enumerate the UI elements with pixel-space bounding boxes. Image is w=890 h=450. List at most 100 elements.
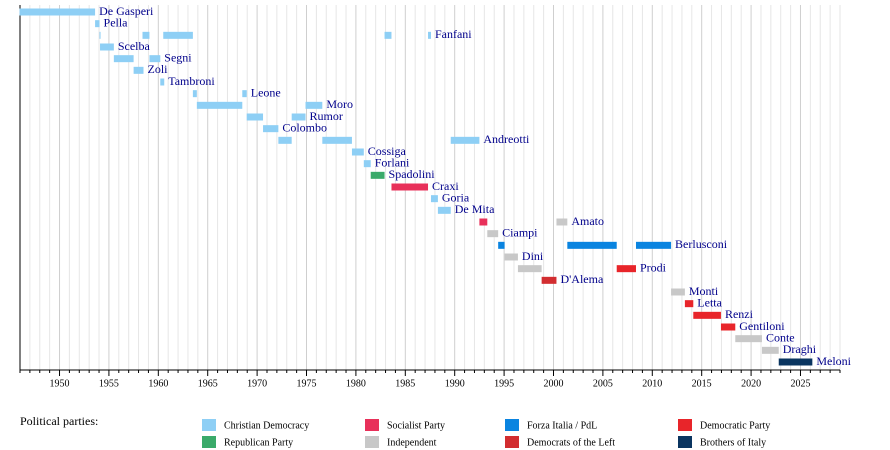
term-bar	[305, 101, 323, 109]
pm-label: Berlusconi	[675, 237, 728, 251]
x-tick-label: 1960	[148, 378, 168, 389]
term-bar	[778, 358, 813, 366]
term-bar	[498, 241, 505, 249]
legend-label: Democratic Party	[700, 420, 770, 431]
x-tick-label: 1985	[395, 378, 415, 389]
pm-label: Monti	[689, 284, 719, 298]
x-tick-label: 2025	[790, 378, 810, 389]
pm-label: Ciampi	[502, 225, 538, 239]
legend-title: Political parties:	[20, 414, 98, 428]
pm-label: Rumor	[310, 109, 343, 123]
pm-label: Moro	[326, 97, 353, 111]
term-bar	[291, 113, 306, 121]
pm-label: Goria	[442, 190, 470, 204]
pm-label: Tambroni	[168, 74, 215, 88]
pm-label: Andreotti	[483, 132, 530, 146]
pm-label: Craxi	[432, 179, 459, 193]
term-bar	[163, 31, 193, 39]
pm-label: Dini	[522, 249, 544, 263]
x-tick-label: 2010	[642, 378, 662, 389]
term-bar	[450, 136, 480, 144]
pm-label: Zoli	[147, 62, 168, 76]
pm-label: Leone	[251, 85, 281, 99]
pm-label: D'Alema	[560, 272, 603, 286]
term-bar	[351, 148, 364, 156]
term-bar	[160, 78, 165, 86]
term-bar	[437, 206, 451, 214]
x-tick-label: 1950	[50, 378, 70, 389]
pm-label: Cossiga	[368, 144, 407, 158]
term-bar	[133, 66, 144, 74]
legend-swatch	[505, 419, 519, 431]
x-tick-label: 2015	[692, 378, 712, 389]
x-tick-label: 1965	[198, 378, 218, 389]
legend-label: Brothers of Italy	[700, 437, 766, 448]
term-bar	[671, 288, 685, 296]
pm-label: Meloni	[816, 354, 851, 368]
term-bar	[113, 55, 134, 63]
pm-label: Letta	[697, 295, 722, 309]
term-bar	[487, 230, 499, 238]
pm-label: Colombo	[282, 120, 327, 134]
x-tick-label: 2000	[543, 378, 563, 389]
pm-label: Renzi	[725, 307, 754, 321]
term-bar	[192, 90, 197, 98]
term-bar	[242, 90, 247, 98]
x-tick-label: 1990	[445, 378, 465, 389]
term-bar	[567, 241, 617, 249]
term-bar	[363, 160, 371, 168]
legend-label: Forza Italia / PdL	[527, 420, 597, 431]
term-bar	[322, 136, 352, 144]
term-bar	[246, 113, 264, 121]
x-tick-label: 1995	[494, 378, 514, 389]
pm-label: Spadolini	[389, 167, 436, 181]
x-tick-label: 2005	[593, 378, 613, 389]
legend-swatch	[365, 419, 379, 431]
term-bar	[693, 311, 721, 319]
term-bar	[100, 43, 114, 51]
pm-label: Segni	[164, 50, 192, 64]
term-bar	[430, 195, 438, 203]
term-bar	[720, 323, 736, 331]
legend-label: Republican Party	[224, 437, 293, 448]
term-bar	[149, 55, 161, 63]
x-tick-label: 2020	[741, 378, 761, 389]
term-bar	[19, 8, 96, 16]
term-bar	[479, 218, 488, 226]
x-tick-label: 1975	[297, 378, 317, 389]
term-bar	[684, 300, 694, 308]
term-bar	[517, 265, 542, 273]
pm-label: Gentiloni	[739, 319, 785, 333]
x-tick-label: 1955	[99, 378, 119, 389]
x-tick-label: 1970	[247, 378, 267, 389]
pm-label: Pella	[104, 15, 129, 29]
legend-label: Independent	[387, 437, 437, 448]
legend-swatch	[202, 419, 216, 431]
legend-swatch	[505, 436, 519, 448]
term-bar	[391, 183, 429, 191]
pm-label: Amato	[571, 214, 604, 228]
term-bar	[556, 218, 568, 226]
term-bar	[384, 31, 392, 39]
pm-label: Prodi	[640, 260, 667, 274]
pm-label: De Mita	[455, 202, 495, 216]
pm-label: De Gasperi	[99, 4, 154, 18]
legend-swatch	[678, 419, 692, 431]
term-bar	[541, 276, 557, 284]
term-bar	[278, 136, 292, 144]
pm-label: Fanfani	[435, 27, 472, 41]
x-tick-label: 1980	[346, 378, 366, 389]
term-bar	[95, 20, 100, 28]
term-bar	[761, 346, 779, 354]
term-bar	[504, 253, 518, 261]
legend-swatch	[678, 436, 692, 448]
legend-label: Socialist Party	[387, 420, 445, 431]
term-bar	[99, 31, 101, 39]
legend-swatch	[202, 436, 216, 448]
term-bar	[370, 171, 385, 179]
pm-label: Scelba	[118, 39, 151, 53]
legend-label: Christian Democracy	[224, 420, 309, 431]
pm-label: Draghi	[783, 342, 817, 356]
pm-label: Conte	[766, 330, 795, 344]
